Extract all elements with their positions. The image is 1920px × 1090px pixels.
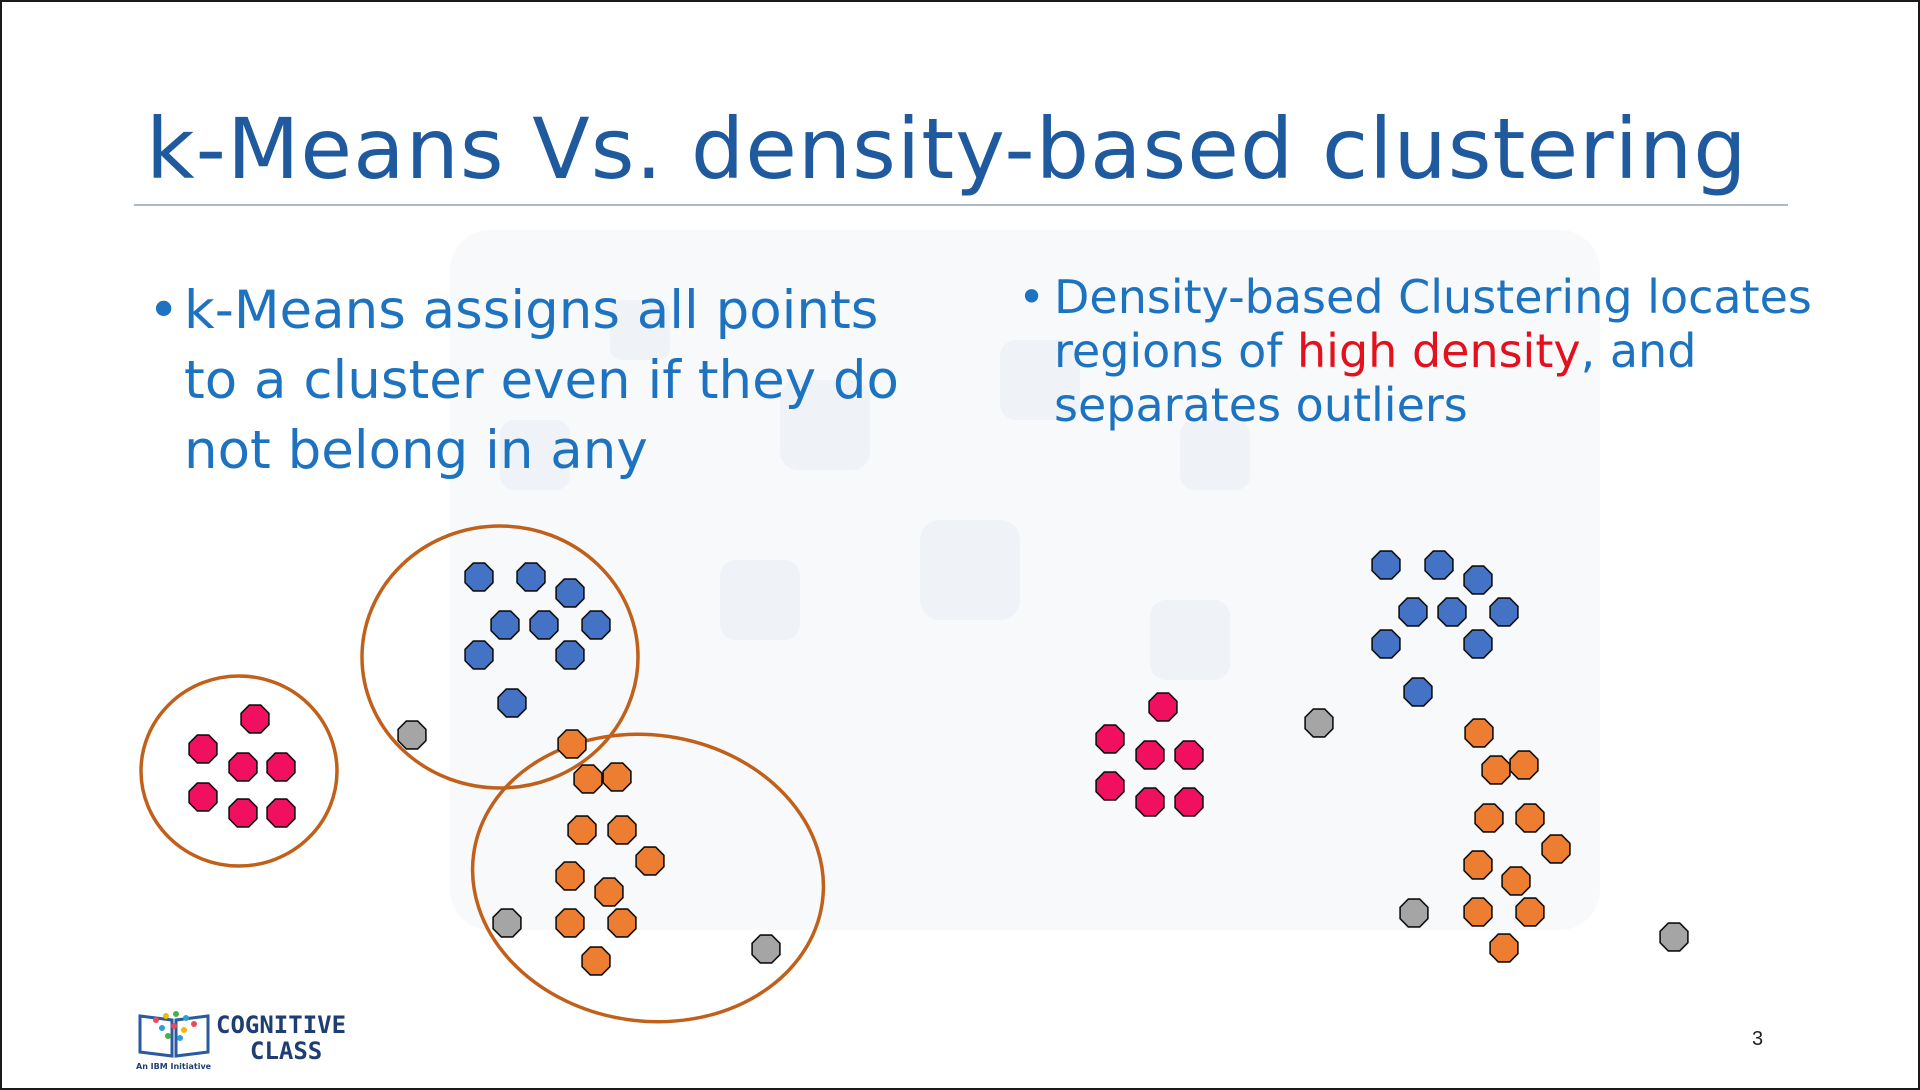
orange-point xyxy=(1489,933,1519,963)
bullet-density-text-end: , and separates outliers xyxy=(1054,324,1697,432)
pink-point xyxy=(1174,740,1204,770)
slide-title: k-Means Vs. density-based clustering xyxy=(146,100,1748,198)
kmeans-cluster-rings xyxy=(139,524,826,1024)
blue-point xyxy=(464,562,494,592)
blue-point xyxy=(581,610,611,640)
kmeans-points xyxy=(188,562,781,976)
cognitive-class-logo: COGNITIVE CLASS An IBM Initiative xyxy=(136,1008,346,1071)
density-points xyxy=(1095,550,1689,963)
pink-point xyxy=(1135,740,1165,770)
blue-point xyxy=(1437,597,1467,627)
orange-point xyxy=(1509,750,1539,780)
blue-point xyxy=(1463,565,1493,595)
blue-point xyxy=(1371,550,1401,580)
highlight-high-density: high density xyxy=(1297,324,1581,378)
orange-point xyxy=(557,729,587,759)
pink-point xyxy=(266,752,296,782)
pink-point xyxy=(228,752,258,782)
bullet-density-text: Density-based Clustering locates regions… xyxy=(1018,270,1898,432)
pink-point xyxy=(1095,724,1125,754)
orange-point xyxy=(1515,897,1545,927)
orange-point xyxy=(635,846,665,876)
orange-point xyxy=(555,908,585,938)
orange-point xyxy=(555,861,585,891)
orange-point xyxy=(607,908,637,938)
orange-point xyxy=(1501,866,1531,896)
orange-point xyxy=(594,877,624,907)
bullet-density-text-start: Density-based Clustering locates regions… xyxy=(1054,270,1812,378)
logo-tagline: An IBM Initiative xyxy=(136,1062,212,1071)
pink-point xyxy=(266,798,296,828)
outlier-point xyxy=(397,720,427,750)
orange-point xyxy=(1474,803,1504,833)
book-icon xyxy=(138,1011,210,1058)
pink-point xyxy=(228,798,258,828)
logo-line-1: COGNITIVE xyxy=(216,1011,347,1039)
outlier-point xyxy=(1304,708,1334,738)
blue-point xyxy=(555,640,585,670)
orange-point xyxy=(573,764,603,794)
pink-point xyxy=(1148,692,1178,722)
orange-point xyxy=(607,815,637,845)
orange-point xyxy=(581,946,611,976)
orange-point xyxy=(1541,834,1571,864)
logo-line-2: CLASS xyxy=(250,1037,323,1065)
bullet-marker: • xyxy=(148,280,180,341)
orange-cluster-ring xyxy=(470,732,826,1024)
pink-point xyxy=(1174,787,1204,817)
kmeans-diagram xyxy=(139,524,826,1024)
density-diagram xyxy=(1095,550,1689,963)
blue-point xyxy=(1489,597,1519,627)
blue-point xyxy=(464,640,494,670)
page-number: 3 xyxy=(1752,1028,1764,1050)
orange-point xyxy=(1464,718,1494,748)
blue-point xyxy=(555,578,585,608)
bullet-density: • Density-based Clustering locates regio… xyxy=(1018,270,1898,432)
blue-cluster-ring xyxy=(360,524,640,790)
blue-point xyxy=(1424,550,1454,580)
logo-wordmark: COGNITIVE CLASS xyxy=(216,1012,346,1064)
outlier-point xyxy=(1399,898,1429,928)
pink-point xyxy=(1135,787,1165,817)
pink-cluster-ring xyxy=(139,674,339,868)
blue-point xyxy=(516,562,546,592)
outlier-point xyxy=(1659,922,1689,952)
orange-point xyxy=(602,762,632,792)
orange-point xyxy=(1481,755,1511,785)
orange-point xyxy=(567,815,597,845)
blue-point xyxy=(529,610,559,640)
outlier-point xyxy=(492,908,522,938)
orange-point xyxy=(1463,850,1493,880)
pink-point xyxy=(240,704,270,734)
pink-point xyxy=(188,782,218,812)
bullet-kmeans: • k-Means assigns all points to a cluste… xyxy=(148,276,948,486)
outlier-point xyxy=(751,934,781,964)
bullet-marker: • xyxy=(1018,270,1046,324)
blue-point xyxy=(1463,629,1493,659)
orange-point xyxy=(1515,803,1545,833)
title-divider xyxy=(134,204,1788,206)
bullet-kmeans-text: k-Means assigns all points to a cluster … xyxy=(184,280,899,481)
blue-point xyxy=(497,688,527,718)
blue-point xyxy=(1371,629,1401,659)
blue-point xyxy=(1403,677,1433,707)
pink-point xyxy=(1095,771,1125,801)
blue-point xyxy=(490,610,520,640)
pink-point xyxy=(188,734,218,764)
blue-point xyxy=(1398,597,1428,627)
orange-point xyxy=(1463,897,1493,927)
